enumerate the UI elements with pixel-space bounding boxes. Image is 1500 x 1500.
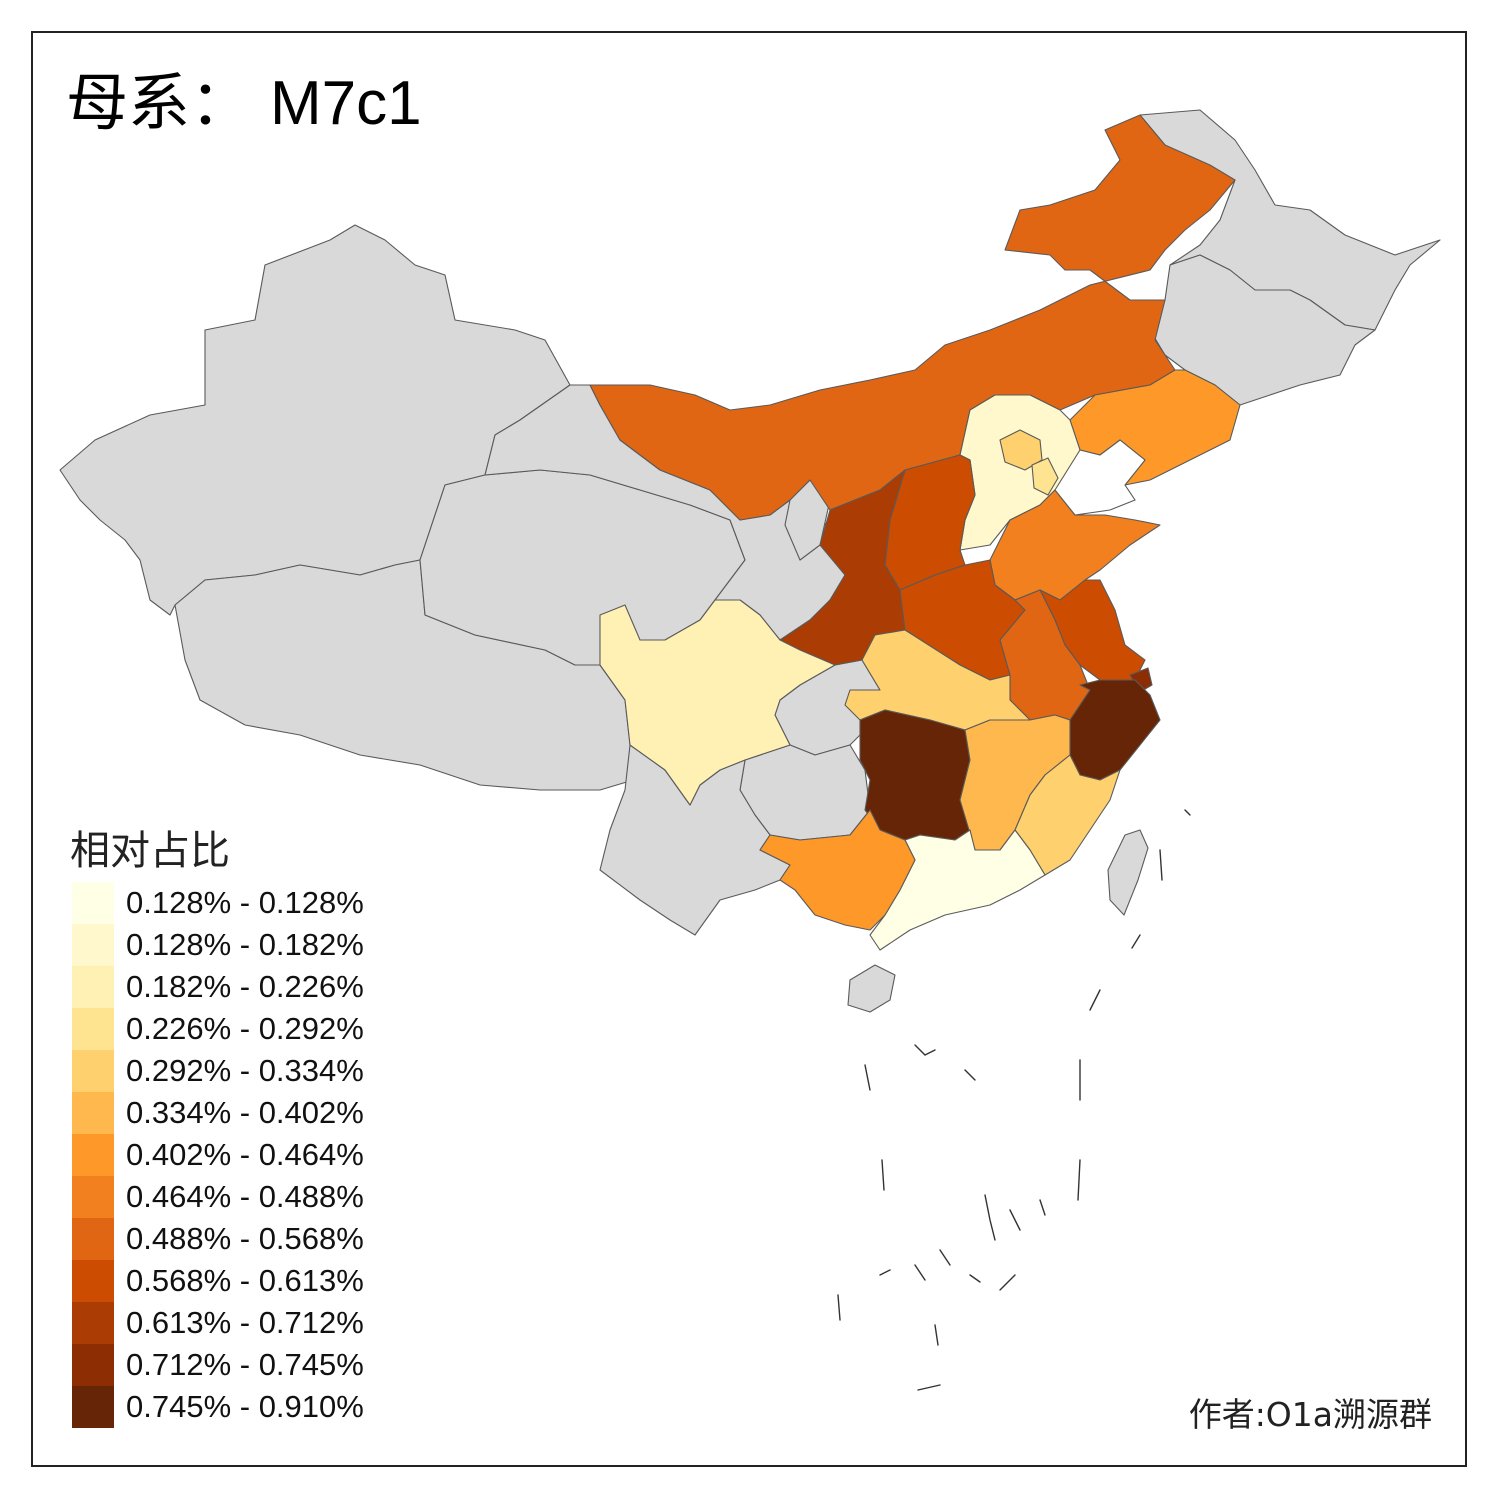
legend-swatch: [72, 1176, 114, 1218]
legend-item: 0.712% - 0.745%: [72, 1344, 364, 1386]
legend-item: 0.226% - 0.292%: [72, 1008, 364, 1050]
legend-swatch: [72, 1134, 114, 1176]
region-beijing: [999, 429, 1043, 471]
legend-item: 0.745% - 0.910%: [72, 1386, 364, 1428]
legend-item: 0.464% - 0.488%: [72, 1176, 364, 1218]
haplogroup-code: M7c1: [270, 69, 422, 138]
region-taiwan: [1107, 829, 1149, 916]
region-tianjin: [1031, 457, 1059, 496]
legend-label: 0.568% - 0.613%: [126, 1263, 364, 1298]
legend-swatch: [72, 1260, 114, 1302]
legend-swatch: [72, 1302, 114, 1344]
legend-label: 0.292% - 0.334%: [126, 1053, 364, 1088]
legend-swatch: [72, 924, 114, 966]
legend-item: 0.292% - 0.334%: [72, 1050, 364, 1092]
legend-label: 0.226% - 0.292%: [126, 1011, 364, 1046]
legend-item: 0.402% - 0.464%: [72, 1134, 364, 1176]
legend-item: 0.182% - 0.226%: [72, 966, 364, 1008]
legend-swatch: [72, 1218, 114, 1260]
legend-label: 0.712% - 0.745%: [126, 1347, 364, 1382]
legend: 0.128% - 0.128% 0.128% - 0.182% 0.182% - 0…: [72, 882, 364, 1428]
south-sea-islands: [837, 809, 1191, 1391]
legend-item: 0.488% - 0.568%: [72, 1218, 364, 1260]
region-sichuan: [599, 599, 836, 806]
legend-title: 相对占比: [70, 828, 230, 874]
legend-swatch: [72, 1092, 114, 1134]
legend-item: 0.568% - 0.613%: [72, 1260, 364, 1302]
region-neimenggu: [589, 114, 1236, 521]
legend-label: 0.334% - 0.402%: [126, 1095, 364, 1130]
legend-label: 0.402% - 0.464%: [126, 1137, 364, 1172]
legend-swatch: [72, 882, 114, 924]
legend-swatch: [72, 966, 114, 1008]
map-frame: [31, 31, 1467, 1467]
legend-swatch: [72, 1008, 114, 1050]
legend-item: 0.334% - 0.402%: [72, 1092, 364, 1134]
legend-item: 0.128% - 0.182%: [72, 924, 364, 966]
legend-item: 0.128% - 0.128%: [72, 882, 364, 924]
map-title: 母系： M7c1: [66, 72, 422, 135]
legend-label: 0.464% - 0.488%: [126, 1179, 364, 1214]
author-credit: 作者:O1a溯源群: [1188, 1395, 1432, 1434]
legend-swatch: [72, 1344, 114, 1386]
legend-swatch: [72, 1386, 114, 1428]
legend-label: 0.128% - 0.128%: [126, 885, 364, 920]
region-guangxi: [759, 809, 916, 931]
legend-label: 0.488% - 0.568%: [126, 1221, 364, 1256]
legend-label: 0.745% - 0.910%: [126, 1389, 364, 1424]
legend-item: 0.613% - 0.712%: [72, 1302, 364, 1344]
region-hainan: [847, 964, 896, 1013]
legend-label: 0.613% - 0.712%: [126, 1305, 364, 1340]
legend-swatch: [72, 1050, 114, 1092]
title-prefix: 母系：: [66, 66, 253, 139]
legend-label: 0.182% - 0.226%: [126, 969, 364, 1004]
region-hunan: [859, 709, 971, 841]
legend-label: 0.128% - 0.182%: [126, 927, 364, 962]
